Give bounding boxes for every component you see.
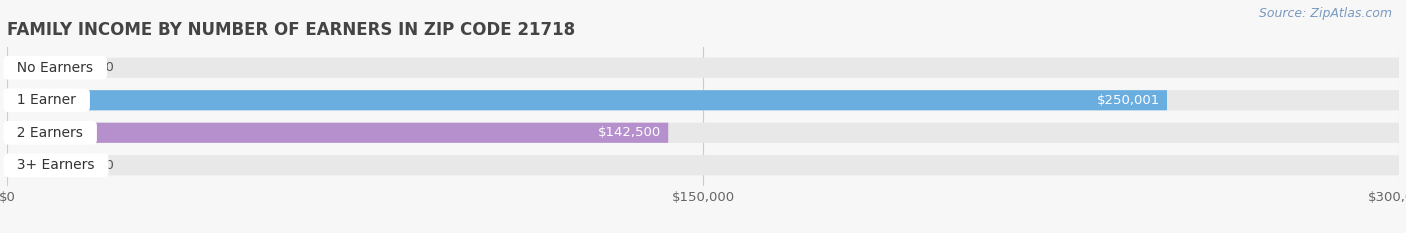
Text: 2 Earners: 2 Earners (8, 126, 91, 140)
Text: No Earners: No Earners (8, 61, 103, 75)
Text: 1 Earner: 1 Earner (8, 93, 84, 107)
FancyBboxPatch shape (7, 58, 83, 78)
FancyBboxPatch shape (7, 123, 1399, 143)
Text: $0: $0 (97, 159, 114, 172)
FancyBboxPatch shape (7, 155, 1399, 175)
Text: 3+ Earners: 3+ Earners (8, 158, 104, 172)
FancyBboxPatch shape (7, 90, 1167, 110)
Text: $250,001: $250,001 (1097, 94, 1160, 107)
FancyBboxPatch shape (7, 90, 1399, 110)
FancyBboxPatch shape (7, 58, 1399, 78)
Text: $142,500: $142,500 (598, 126, 661, 139)
FancyBboxPatch shape (7, 155, 83, 175)
Text: FAMILY INCOME BY NUMBER OF EARNERS IN ZIP CODE 21718: FAMILY INCOME BY NUMBER OF EARNERS IN ZI… (7, 21, 575, 39)
Text: Source: ZipAtlas.com: Source: ZipAtlas.com (1258, 7, 1392, 20)
FancyBboxPatch shape (7, 123, 668, 143)
Text: $0: $0 (97, 61, 114, 74)
